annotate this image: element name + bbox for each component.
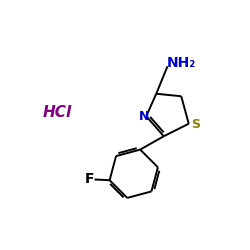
Text: N: N: [139, 110, 149, 123]
Text: F: F: [84, 172, 94, 186]
Text: S: S: [191, 118, 200, 132]
Text: HCl: HCl: [43, 105, 72, 120]
Text: NH₂: NH₂: [166, 56, 196, 70]
